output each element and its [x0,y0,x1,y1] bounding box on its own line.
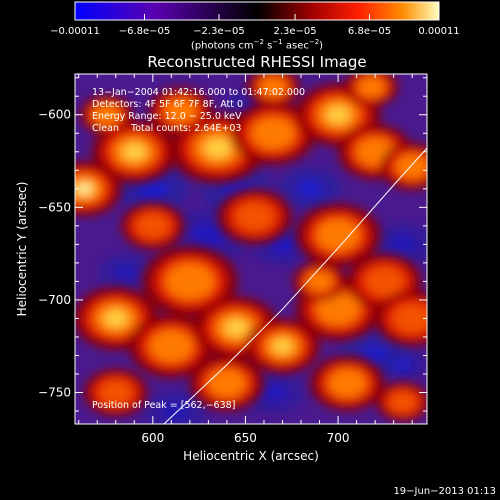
heatmap-bright-blob [235,202,275,231]
heatmap-dark-core [389,235,416,254]
y-tick-label: −650 [38,200,71,214]
units-text: ) [319,40,324,52]
heatmap-bright-blob [326,105,351,124]
timestamp-footer: 19−Jun−2013 01:13 [393,486,496,497]
colorbar-tick-label: 2.3e−05 [273,26,317,37]
units-exponent: −2 [253,38,264,46]
heatmap-dark-core [269,235,296,254]
plot-frame [74,73,428,425]
heatmap-bright-blob [259,76,288,98]
solar-limb-curve [163,147,427,424]
units-text: asec [282,40,309,52]
colorbar-tick-label: 6.8e−05 [347,26,392,37]
heatmap-bright-blob [357,76,386,98]
axis-ticks: 600 650 700 −600 −650 −700 −750 [38,74,427,445]
heatmap-bright-blob [78,184,90,193]
x-tick-label: 600 [141,431,164,445]
heatmap-bright-blob [224,318,249,337]
heatmap-dark-core [297,179,324,198]
x-tick-label: 650 [234,431,257,445]
annotation-detectors: Detectors: 4F 5F 6F 7F 8F, Att 0 [92,99,243,110]
heatmap-bright-blob [315,218,361,252]
x-axis-label: Heliocentric X (arcsec) [183,449,319,463]
heatmap-bright-blob [251,116,296,150]
heatmap-dark-core [162,401,189,421]
y-axis-label: Heliocentric Y (arcsec) [15,182,29,317]
heatmap-dark-core [137,178,168,200]
colorbar-units: (photons cm−2 s−1 asec−2) [191,38,323,51]
heatmap-bright-blob [392,304,427,333]
heatmap-bright-blob [99,380,133,405]
colorbar-tick-label: −6.8e−05 [118,26,171,37]
annotation-peak-position: Position of Peak = [562,−638] [92,400,235,411]
units-exponent: −1 [272,38,283,46]
chart-title: Reconstructed RHESSI Image [147,53,367,71]
annotation-energy-range: Energy Range: 12.0 − 25.0 keV [92,111,242,122]
annotation-time-range: 13−Jan−2004 01:42:16.000 to 01:47:02.000 [92,87,305,98]
annotation-clean-counts: Clean Total counts: 2.64E+03 [92,123,241,134]
heatmap-bright-blob [136,213,170,239]
heatmap-dark-core [113,264,137,280]
colorbar-tick-label: −2.3e−05 [193,26,245,37]
units-text: s [263,40,273,52]
units-exponent: −2 [308,38,320,46]
colorbar-tick-label: 0.00011 [418,26,460,37]
heatmap-bright-blob [327,368,367,398]
heatmap-bright-blob [122,142,147,161]
y-tick-label: −600 [38,108,71,122]
heatmap-bright-blob [92,104,121,125]
heatmap-bright-blob [149,329,194,363]
heatmap-bright-blob [207,368,247,398]
heatmap-bright-blob [103,309,128,328]
heatmap-dark-core [191,223,226,247]
units-text: (photons cm [190,40,254,52]
heatmap-bright-blob [365,267,404,296]
heatmap-bright-blob [164,262,215,300]
heatmap-dark-core [260,383,287,402]
heatmap-bright-blob [163,98,198,124]
y-tick-label: −700 [38,293,71,307]
colorbar [74,1,440,21]
heatmap-bright-blob [315,292,361,326]
heatmap-bright-blob [305,271,334,292]
heatmap-bright-blob [389,391,417,413]
heatmap-bright-blob [204,138,232,158]
x-tick-label: 700 [327,431,350,445]
y-tick-label: −750 [38,386,71,400]
heatmap-dark-core [393,358,413,372]
heatmap-bright-blob [395,154,427,179]
heatmap-bright-regions [75,74,427,422]
heatmap-bright-blob [272,338,293,354]
colorbar-tick-label: −0.00011 [50,26,100,37]
colorbar-ticks [74,14,440,20]
